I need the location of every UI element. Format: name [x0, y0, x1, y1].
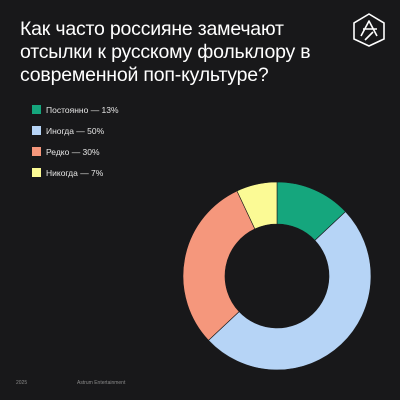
astrum-star-logo-icon [353, 13, 385, 47]
donut-slice-никогда [236, 181, 278, 230]
donut-slice-редко [182, 190, 256, 341]
legend-swatch-nikogda [32, 168, 41, 177]
legend-label-postoyanno: Постоянно — 13% [46, 105, 119, 115]
chart-title: Как часто россияне замечают отсылки к ру… [20, 18, 311, 86]
footer-company: Astrum Entertainment [77, 380, 126, 386]
footer-year: 2025 [16, 380, 28, 386]
legend-swatch-redko [32, 147, 41, 156]
legend-label-redko: Редко — 30% [46, 147, 100, 157]
legend-label-nikogda: Никогда — 7% [46, 168, 104, 178]
legend-swatch-inogda [32, 126, 41, 135]
legend-label-inogda: Иногда — 50% [46, 126, 105, 136]
legend-swatch-postoyanno [32, 105, 41, 114]
